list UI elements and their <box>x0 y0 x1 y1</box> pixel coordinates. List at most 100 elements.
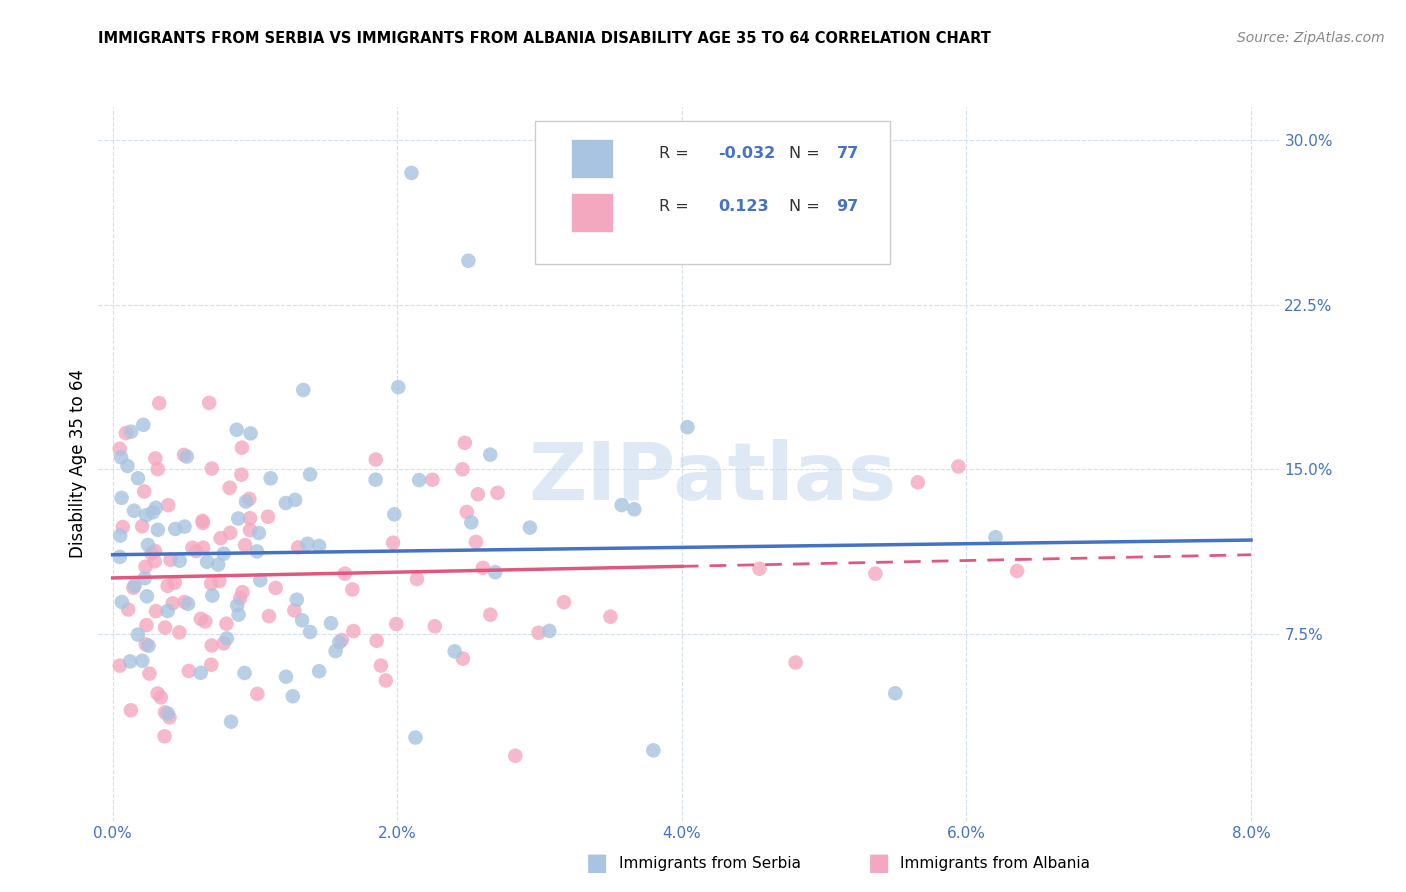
Point <box>135 618 157 632</box>
Point <box>215 632 238 646</box>
Text: R =: R = <box>659 200 695 214</box>
Point <box>486 486 509 500</box>
Point <box>599 609 621 624</box>
Point <box>246 687 269 701</box>
Point <box>135 508 157 523</box>
Point <box>163 575 186 590</box>
Point <box>159 553 181 567</box>
Point <box>127 471 149 485</box>
Point <box>136 589 159 603</box>
Y-axis label: Disability Age 35 to 64: Disability Age 35 to 64 <box>69 369 87 558</box>
Point <box>165 522 187 536</box>
Point <box>239 511 262 525</box>
Point <box>200 657 222 672</box>
Point <box>201 461 224 475</box>
FancyBboxPatch shape <box>536 121 890 264</box>
Point <box>153 621 176 635</box>
Point <box>159 710 181 724</box>
Point <box>191 514 214 528</box>
Point <box>149 690 172 705</box>
Point <box>884 686 907 700</box>
Point <box>748 562 770 576</box>
Point <box>122 504 145 518</box>
Point <box>308 664 330 678</box>
FancyBboxPatch shape <box>571 139 613 178</box>
Point <box>156 604 179 618</box>
Point <box>984 530 1007 544</box>
Point <box>299 625 322 640</box>
Point <box>173 595 195 609</box>
Point <box>443 644 465 658</box>
Text: 77: 77 <box>837 146 859 161</box>
Point <box>233 538 256 552</box>
Point <box>226 599 249 613</box>
Point <box>141 547 163 561</box>
Point <box>257 509 280 524</box>
Point <box>235 494 257 508</box>
Point <box>134 571 156 585</box>
Point <box>460 516 482 530</box>
Point <box>120 425 142 439</box>
Point <box>138 666 160 681</box>
Point <box>110 450 132 465</box>
Point <box>198 396 221 410</box>
Point <box>122 581 145 595</box>
Point <box>120 703 142 717</box>
Point <box>281 689 304 703</box>
Point <box>142 505 165 519</box>
Point <box>181 541 204 555</box>
Point <box>342 582 364 597</box>
Point <box>135 559 157 574</box>
Point <box>472 561 495 575</box>
Point <box>218 481 240 495</box>
Point <box>330 632 353 647</box>
Point <box>127 627 149 641</box>
Point <box>454 435 477 450</box>
Point <box>143 544 166 558</box>
Point <box>948 459 970 474</box>
Text: -0.032: -0.032 <box>718 146 776 161</box>
Point <box>191 516 214 530</box>
Point <box>117 458 139 473</box>
Point <box>138 639 160 653</box>
FancyBboxPatch shape <box>571 193 613 232</box>
Point <box>157 498 180 512</box>
Point <box>132 417 155 432</box>
Point <box>451 651 474 665</box>
Point <box>177 664 200 678</box>
Text: 0.123: 0.123 <box>718 200 769 214</box>
Point <box>110 528 132 542</box>
Point <box>405 731 427 745</box>
Point <box>291 613 314 627</box>
Point <box>308 539 330 553</box>
Point <box>131 654 153 668</box>
Text: Immigrants from Albania: Immigrants from Albania <box>900 856 1090 871</box>
Point <box>342 624 364 638</box>
Point <box>274 496 297 510</box>
Point <box>484 565 506 579</box>
Point <box>212 636 235 650</box>
Point <box>108 549 131 564</box>
Text: ZIPatlas: ZIPatlas <box>529 439 897 517</box>
Point <box>785 656 807 670</box>
Point <box>285 592 308 607</box>
Point <box>212 547 235 561</box>
Point <box>274 670 297 684</box>
Point <box>108 442 131 456</box>
Point <box>215 616 238 631</box>
Point <box>370 658 392 673</box>
Point <box>207 558 229 572</box>
Point <box>173 519 195 533</box>
Point <box>297 537 319 551</box>
Point <box>676 420 699 434</box>
Point <box>146 687 169 701</box>
Point <box>156 706 179 721</box>
Point <box>231 467 253 482</box>
Point <box>225 423 247 437</box>
Text: N =: N = <box>789 200 825 214</box>
Point <box>366 633 388 648</box>
Point <box>135 637 157 651</box>
Text: ■: ■ <box>868 852 890 875</box>
Point <box>610 498 633 512</box>
Point <box>145 500 167 515</box>
